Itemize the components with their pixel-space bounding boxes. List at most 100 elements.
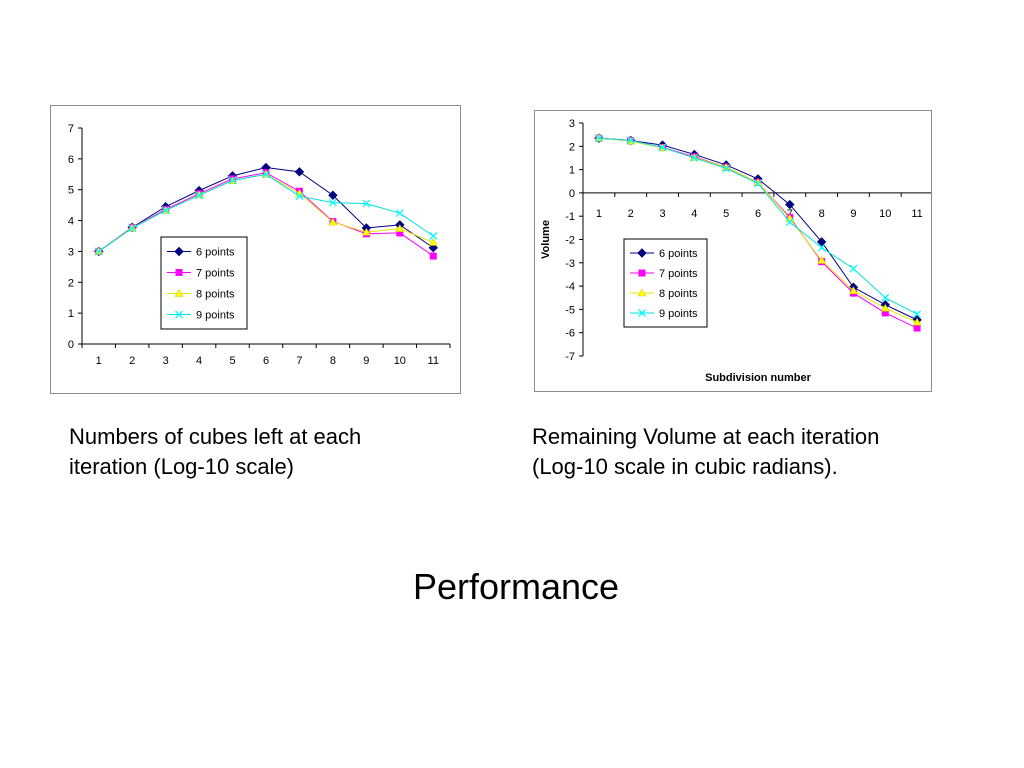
legend-swatch-marker bbox=[175, 269, 183, 276]
data-point bbox=[912, 317, 922, 326]
legend-label: 9 points bbox=[196, 310, 235, 322]
y-tick-label: 0 bbox=[68, 339, 74, 351]
data-point bbox=[658, 143, 667, 152]
legend-swatch-marker bbox=[174, 246, 184, 257]
data-point bbox=[295, 192, 304, 201]
data-point bbox=[128, 224, 137, 233]
data-point bbox=[395, 224, 405, 232]
legend: 6 points 7 points 8 points 9 points bbox=[160, 236, 248, 330]
series-9-points bbox=[94, 170, 438, 256]
data-point bbox=[785, 199, 795, 210]
legend-label: 6 points bbox=[659, 248, 698, 260]
cubes-left-chart-plot: 0 1 2 3 4 5 6 7 1 2 3 4 5 6 7 8 9 10 11 6 points 7 points 8 p… bbox=[68, 123, 451, 367]
y-tick-label: 3 bbox=[569, 118, 575, 130]
cubes-left-caption: Numbers of cubes left at each iteration … bbox=[69, 422, 469, 482]
x-tick-label: 6 bbox=[755, 208, 761, 220]
y-tick-label: 5 bbox=[68, 185, 74, 197]
legend: 6 points 7 points 8 points 9 points bbox=[623, 238, 708, 328]
x-tick-label: 5 bbox=[229, 355, 235, 367]
y-tick-label: 2 bbox=[68, 277, 74, 289]
legend-swatch-marker bbox=[638, 309, 646, 317]
remaining-volume-caption-line1: Remaining Volume at each iteration bbox=[532, 424, 880, 449]
remaining-volume-chart: -7-6-5-4-3-2-101231234567891011Subdivisi… bbox=[534, 110, 932, 392]
y-tick-label: 3 bbox=[68, 246, 74, 258]
x-tick-label: 2 bbox=[129, 355, 135, 367]
legend-swatch-marker bbox=[637, 248, 647, 258]
data-point bbox=[626, 136, 635, 145]
data-point bbox=[785, 218, 794, 226]
data-point bbox=[817, 243, 826, 252]
data-point bbox=[195, 191, 204, 200]
y-tick-label: 0 bbox=[569, 188, 575, 200]
data-point bbox=[817, 255, 827, 264]
data-point bbox=[849, 286, 858, 295]
y-tick-label: -3 bbox=[565, 258, 575, 270]
y-tick-label: 1 bbox=[569, 165, 575, 177]
data-point bbox=[161, 206, 170, 215]
y-tick-label: -5 bbox=[565, 304, 575, 316]
x-tick-label: 10 bbox=[879, 208, 891, 220]
data-point bbox=[429, 252, 437, 260]
x-tick-label: 3 bbox=[163, 355, 169, 367]
x-tick-label: 9 bbox=[850, 208, 856, 220]
x-tick-label: 8 bbox=[819, 208, 825, 220]
legend-label: 9 points bbox=[659, 308, 698, 320]
data-point bbox=[361, 227, 371, 236]
data-point bbox=[429, 232, 438, 240]
data-point bbox=[428, 237, 438, 246]
legend-swatch-marker bbox=[174, 288, 184, 297]
y-tick-label: -2 bbox=[565, 235, 575, 247]
series-line bbox=[98, 172, 434, 257]
cubes-left-caption-line2: iteration (Log-10 scale) bbox=[69, 454, 295, 479]
y-tick-label: 1 bbox=[68, 308, 74, 320]
data-point bbox=[294, 167, 305, 177]
cubes-left-caption-line1: Numbers of cubes left at each bbox=[69, 424, 362, 449]
remaining-volume-caption: Remaining Volume at each iteration (Log-… bbox=[532, 422, 972, 482]
data-point bbox=[913, 324, 921, 332]
data-point bbox=[328, 198, 337, 207]
data-point bbox=[754, 179, 762, 188]
data-point bbox=[228, 176, 237, 185]
x-tick-label: 8 bbox=[330, 355, 336, 367]
data-point bbox=[816, 237, 827, 247]
y-tick-label: -4 bbox=[565, 281, 575, 293]
x-tick-label: 4 bbox=[196, 355, 202, 367]
remaining-volume-chart-plot: -7-6-5-4-3-2-101231234567891011Subdivisi… bbox=[540, 118, 931, 384]
legend-label: 8 points bbox=[196, 289, 235, 301]
series-7-points bbox=[95, 169, 437, 260]
legend-swatch-marker bbox=[175, 310, 183, 319]
data-point bbox=[262, 170, 270, 179]
data-point bbox=[594, 134, 603, 143]
x-tick-label: 5 bbox=[723, 208, 729, 220]
legend-label: 7 points bbox=[659, 268, 698, 280]
data-point bbox=[690, 153, 699, 162]
legend-label: 8 points bbox=[659, 288, 698, 300]
x-axis-title: Subdivision number bbox=[705, 372, 811, 384]
y-tick-label: -1 bbox=[565, 211, 575, 223]
y-tick-label: 7 bbox=[68, 123, 74, 135]
remaining-volume-caption-line2: (Log-10 scale in cubic radians). bbox=[532, 454, 838, 479]
series-9-points bbox=[594, 134, 922, 319]
x-tick-label: 3 bbox=[659, 208, 665, 220]
x-tick-label: 9 bbox=[363, 355, 369, 367]
x-tick-label: 7 bbox=[296, 355, 302, 367]
legend-swatch-marker bbox=[638, 269, 646, 277]
y-tick-label: 2 bbox=[569, 141, 575, 153]
data-point bbox=[328, 217, 338, 226]
series-line bbox=[98, 166, 434, 252]
data-point bbox=[395, 209, 404, 218]
y-tick-label: 4 bbox=[68, 216, 74, 228]
page-title: Performance bbox=[412, 566, 620, 607]
series-8-points bbox=[94, 169, 438, 255]
legend-label: 6 points bbox=[196, 247, 235, 259]
legend-box bbox=[623, 238, 708, 328]
data-point bbox=[362, 199, 371, 208]
y-axis-title: Volume bbox=[540, 220, 552, 259]
x-tick-label: 4 bbox=[691, 208, 697, 220]
x-tick-label: 2 bbox=[628, 208, 634, 220]
data-point bbox=[722, 164, 731, 173]
data-point bbox=[328, 190, 338, 200]
data-point bbox=[881, 293, 890, 302]
legend-swatch-marker bbox=[637, 288, 647, 297]
x-tick-label: 1 bbox=[96, 355, 102, 367]
